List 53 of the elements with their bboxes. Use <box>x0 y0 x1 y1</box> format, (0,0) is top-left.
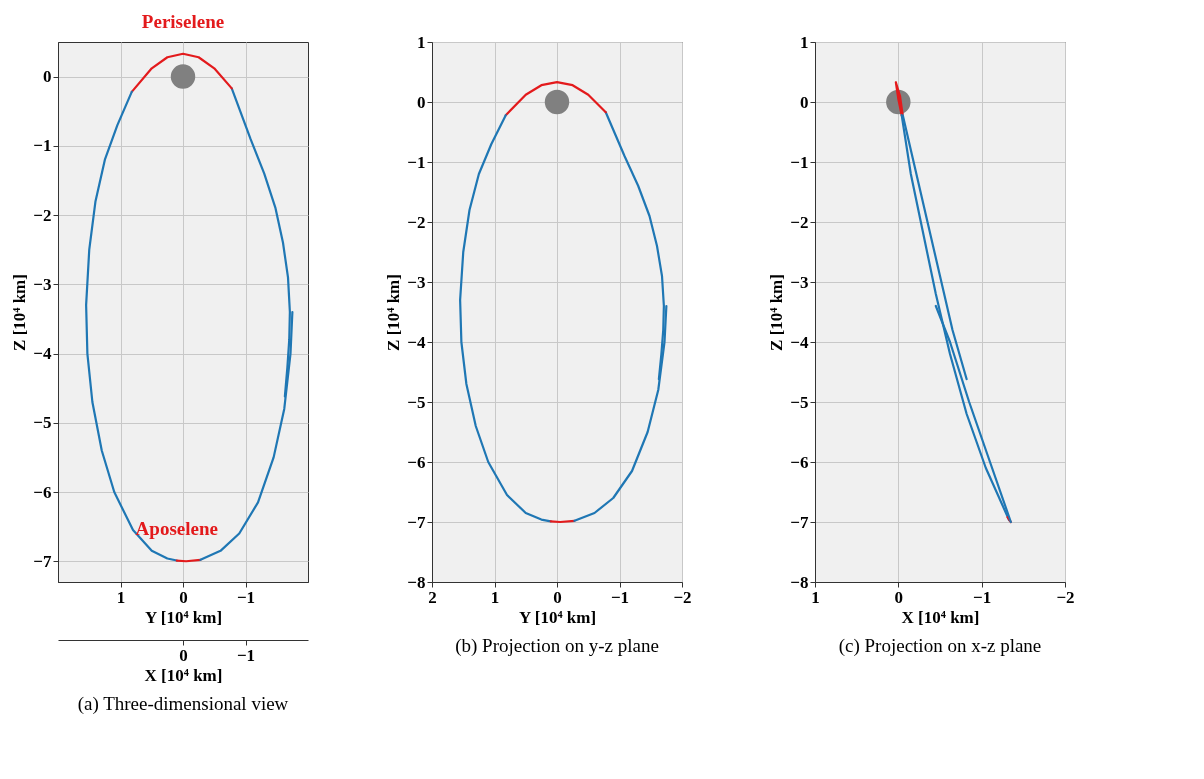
x-axis-title: Y [10⁴ km] <box>518 607 597 627</box>
annotation: Aposelene <box>135 517 218 539</box>
y-axis-title: Z [10⁴ km] <box>384 274 404 351</box>
x-axis-title: X [10⁴ km] <box>901 607 980 627</box>
y-tick-label: −7 <box>33 551 52 571</box>
x-tick-label: 2 <box>428 587 437 607</box>
x-axis-title: Y [10⁴ km] <box>144 607 223 627</box>
y-tick-label: −6 <box>790 452 809 472</box>
x-tick-label: 1 <box>116 587 126 607</box>
y-tick-label: −6 <box>407 452 426 472</box>
y-tick-label: 1 <box>800 32 809 52</box>
y-tick-label: −4 <box>790 332 809 352</box>
y-tick-label: 0 <box>800 92 809 112</box>
y-tick-label: −4 <box>407 332 426 352</box>
y-tick-label: −8 <box>790 572 809 592</box>
text: (c) Projection on x-z plane <box>838 635 1042 657</box>
y-tick-label: −1 <box>33 136 52 156</box>
y-tick-label: −2 <box>790 212 809 232</box>
y-tick-label: −2 <box>407 212 426 232</box>
x-tick-label: 0 <box>179 587 188 607</box>
x-tick-label: 1 <box>490 587 500 607</box>
y-tick-label: −1 <box>790 152 809 172</box>
y-tick-label: −5 <box>407 392 426 412</box>
x2-tick-label: −1 <box>236 645 256 665</box>
y-tick-label: −3 <box>407 272 426 292</box>
y-tick-label: −7 <box>407 512 426 532</box>
annotation: Periselene <box>141 10 225 32</box>
x2-axis-title: X [10⁴ km] <box>144 665 223 685</box>
y-tick-label: −1 <box>407 152 426 172</box>
y-axis-title: Z [10⁴ km] <box>767 274 787 351</box>
y-tick-label: −2 <box>33 205 52 225</box>
y-tick-label: −7 <box>790 512 809 532</box>
y-tick-label: 1 <box>417 32 426 52</box>
x-tick-label: −2 <box>673 587 692 607</box>
y-tick-label: 0 <box>43 67 52 87</box>
y-tick-label: −6 <box>33 482 52 502</box>
y-tick-label: −3 <box>790 272 809 292</box>
text: (b) Projection on y-z plane <box>455 635 659 657</box>
x-tick-label: −2 <box>1056 587 1075 607</box>
y-tick-label: 0 <box>417 92 426 112</box>
x2-tick-label: 0 <box>179 645 188 665</box>
y-axis-title: Z [10⁴ km] <box>10 274 30 351</box>
y-tick-label: −8 <box>407 572 426 592</box>
y-tick-label: −5 <box>33 413 52 433</box>
y-tick-label: −5 <box>790 392 809 412</box>
x-tick-label: −1 <box>236 587 256 607</box>
y-tick-label: −3 <box>33 274 52 294</box>
x-tick-label: −1 <box>973 587 992 607</box>
y-tick-label: −4 <box>33 344 52 364</box>
x-tick-label: 0 <box>894 587 904 607</box>
text: (a) Three-dimensional view <box>77 693 289 715</box>
x-tick-label: 0 <box>553 587 562 607</box>
x-tick-label: −1 <box>610 587 630 607</box>
